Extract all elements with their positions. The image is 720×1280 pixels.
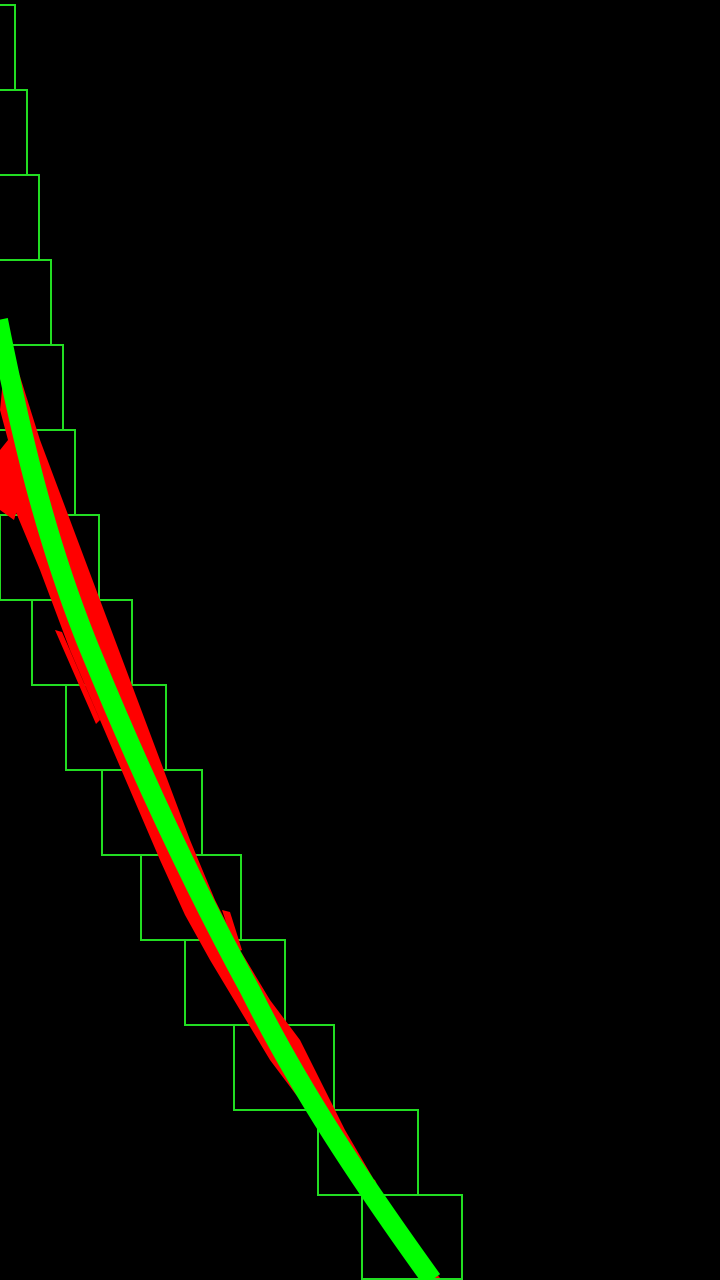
lane-pixel-cluster xyxy=(0,360,440,1278)
sliding-window-box xyxy=(0,4,16,91)
lane-pixel-cluster xyxy=(55,630,100,724)
lane-pixel-cluster xyxy=(0,455,20,520)
lane-pixel-cluster xyxy=(120,670,185,834)
lane-pixel-cluster xyxy=(285,1030,322,1098)
sliding-window-box xyxy=(0,89,28,176)
lane-pixel-cluster xyxy=(222,910,242,952)
sliding-window-box xyxy=(0,174,40,261)
sliding-window-box xyxy=(361,1194,463,1280)
fitted-lane-curve xyxy=(0,318,441,1280)
